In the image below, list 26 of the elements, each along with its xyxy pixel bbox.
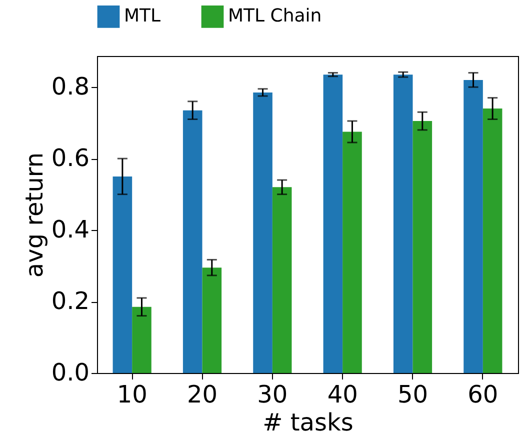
y-tick-label: 0.8 — [51, 72, 90, 101]
x-tick-label: 60 — [468, 380, 498, 408]
bar — [272, 187, 292, 373]
y-tick-label: 0.0 — [51, 358, 90, 386]
bar — [393, 74, 413, 373]
bar — [182, 110, 202, 373]
bar — [342, 132, 362, 373]
x-tick-label: 50 — [397, 380, 428, 408]
bar — [132, 306, 152, 373]
x-tick-label: 30 — [257, 380, 288, 408]
bar — [112, 176, 132, 373]
y-tick-label: 0.2 — [51, 287, 90, 316]
bar — [464, 80, 483, 373]
y-tick-label: 0.6 — [51, 144, 90, 172]
bar — [482, 108, 502, 373]
y-tick-label: 0.4 — [51, 216, 90, 244]
legend-label: MTL Chain — [228, 6, 322, 27]
bar — [202, 268, 222, 373]
bar — [412, 121, 432, 373]
x-tick-label: 20 — [186, 380, 218, 408]
bar — [253, 92, 272, 373]
y-axis-title: avg return — [20, 152, 48, 278]
legend-label: MTL — [124, 6, 161, 27]
x-tick-label: 10 — [116, 380, 148, 408]
x-axis-title: # tasks — [262, 408, 354, 436]
x-tick-label: 40 — [327, 380, 358, 408]
